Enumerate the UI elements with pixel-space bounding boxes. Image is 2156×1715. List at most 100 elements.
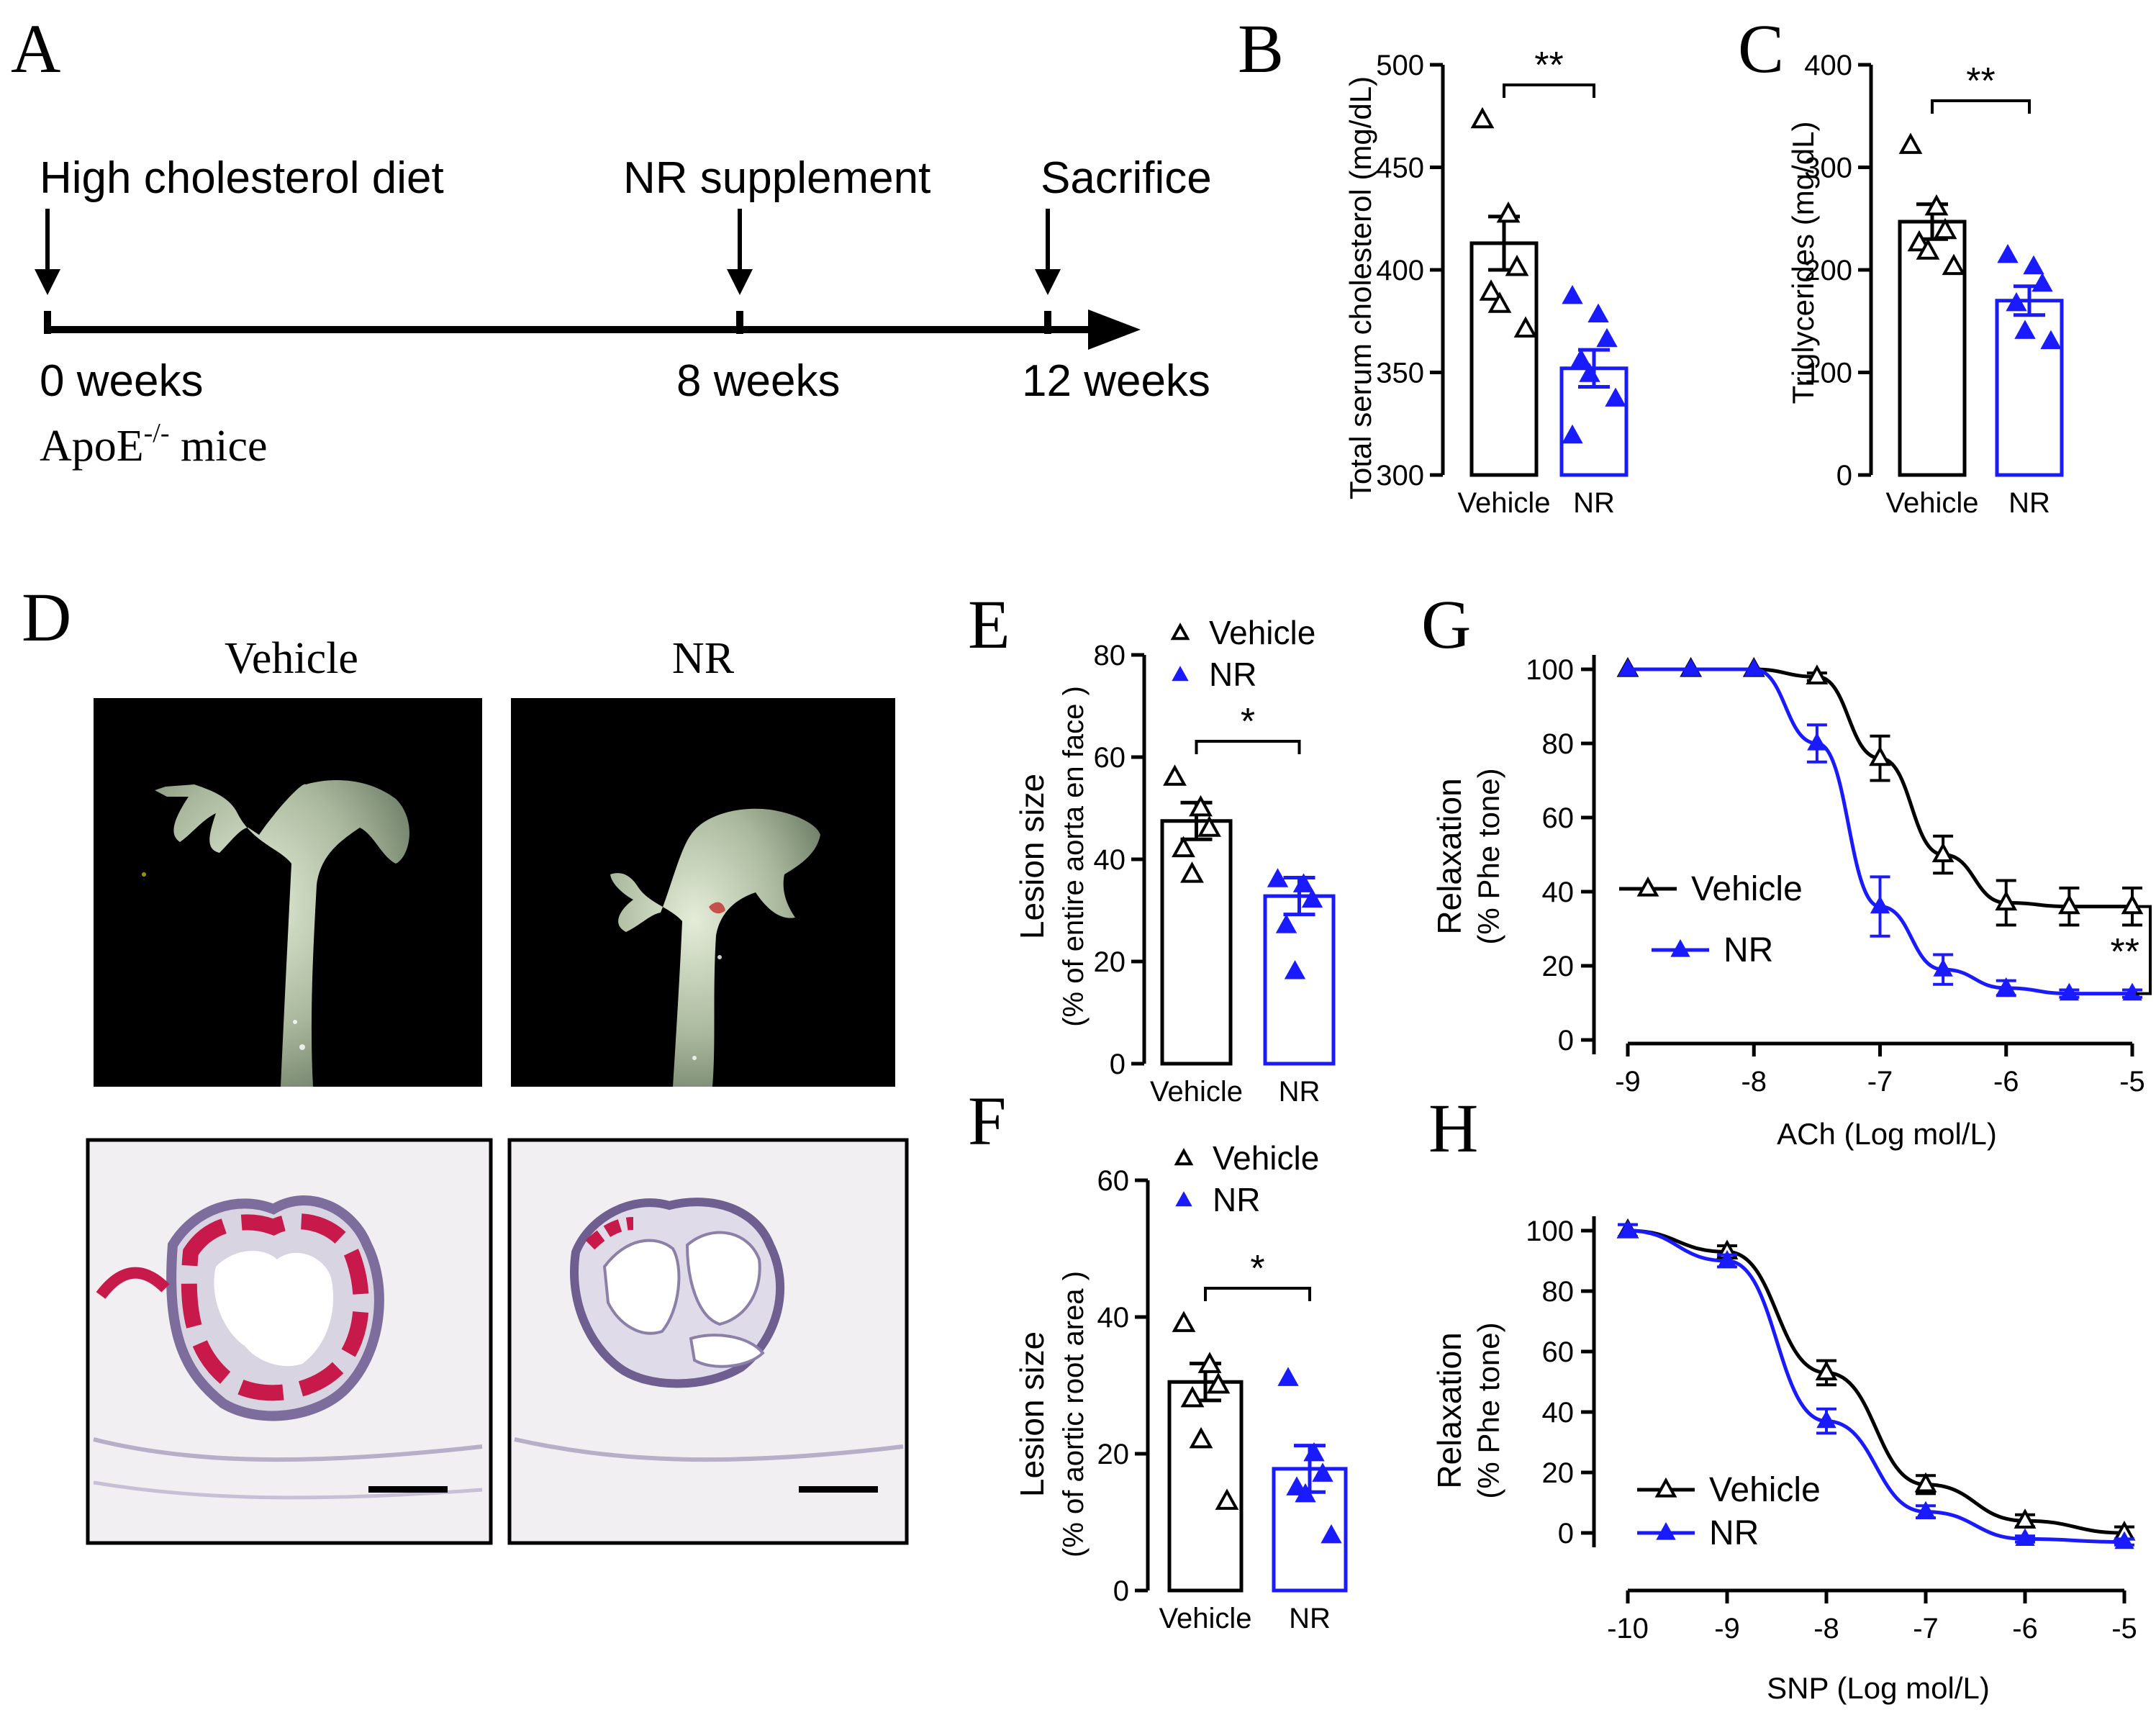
- data-point-vehicle: [1470, 107, 1495, 129]
- data-point-nr: [1816, 1410, 1836, 1429]
- data-point-nr: [2023, 255, 2044, 275]
- bar-vehicle: [1160, 819, 1233, 1066]
- data-point-vehicle: [2057, 894, 2080, 915]
- data-point-vehicle: [1172, 1311, 1196, 1332]
- panel-letter-g: G: [1421, 586, 1471, 663]
- data-point-vehicle: [1206, 1372, 1231, 1394]
- data-point-nr: [1579, 363, 1600, 382]
- y-axis-label-2: (% of entire aorta en face ): [1058, 686, 1090, 1027]
- panel-a: A High cholesterol diet 0 weeks NR suppl…: [11, 10, 1212, 471]
- y-tick-label: 80: [1542, 1276, 1575, 1308]
- data-point-nr: [2122, 982, 2142, 1001]
- y-tick-label: 100: [1526, 654, 1574, 686]
- y-tick-label: 20: [1542, 1457, 1575, 1489]
- data-point-vehicle: [1189, 1426, 1213, 1449]
- data-point-nr: [1996, 977, 2016, 995]
- data-point-vehicle: [1898, 132, 1923, 154]
- data-point-nr: [2114, 1531, 2134, 1549]
- y-tick-label: 0: [1113, 1575, 1129, 1607]
- timeline-time-label: 8 weeks: [676, 356, 840, 406]
- bar-nr: [1995, 299, 2064, 477]
- legend-label-vehicle: Vehicle: [1209, 614, 1315, 651]
- data-point-vehicle: [1505, 254, 1529, 276]
- y-tick-label: 60: [1094, 742, 1126, 774]
- y-tick-label: 0: [1110, 1049, 1125, 1080]
- data-point-vehicle: [1197, 1352, 1222, 1373]
- data-point-vehicle: [1806, 664, 1829, 684]
- panel-letter-h: H: [1428, 1090, 1478, 1167]
- significance-bracket: [1931, 99, 2031, 114]
- data-point-nr: [1997, 243, 2019, 263]
- panel-letter-a: A: [11, 10, 60, 87]
- data-point-nr: [1680, 658, 1701, 677]
- data-point-nr: [1312, 1462, 1333, 1482]
- timeline-event-label: Sacrifice: [1041, 153, 1212, 203]
- significance-label: **: [1534, 45, 1563, 86]
- series-line-nr: [1627, 1228, 2125, 1544]
- y-tick-label: 300: [1376, 460, 1424, 492]
- y-axis-label-2: (% Phe tone): [1472, 1322, 1505, 1498]
- category-label: Vehicle: [1458, 487, 1551, 519]
- series-line-vehicle: [1627, 1228, 2125, 1535]
- data-point-nr: [2040, 330, 2062, 350]
- data-point-nr: [1562, 424, 1583, 444]
- y-tick-label: 20: [1094, 946, 1126, 978]
- legend-marker-nr: [1172, 666, 1189, 682]
- significance-label: **: [1966, 60, 1995, 102]
- legend-marker-vehicle: [1654, 1477, 1677, 1498]
- down-arrow-icon: [727, 269, 753, 295]
- data-point-nr: [1618, 1219, 1638, 1238]
- data-point-vehicle: [1924, 194, 1949, 216]
- scale-bar: [799, 1486, 878, 1493]
- timeline-event-diet: High cholesterol diet 0 weeks: [35, 153, 444, 406]
- x-tick-label: -7: [1913, 1613, 1939, 1644]
- chart-f: F Lesion size (% of aortic root area ) 0…: [968, 1082, 1348, 1634]
- data-point-vehicle: [1163, 764, 1187, 786]
- data-point-vehicle: [1487, 291, 1512, 313]
- x-tick-label: -9: [1714, 1613, 1740, 1644]
- data-point-vehicle: [1916, 238, 1940, 260]
- aorta-photo-vehicle: [94, 698, 482, 1087]
- scale-bar: [368, 1486, 448, 1493]
- data-point-vehicle: [1496, 201, 1521, 223]
- y-axis-label: Lesion size: [1013, 774, 1051, 939]
- panel-letter-d: D: [22, 579, 71, 656]
- timeline-event-label: NR supplement: [623, 153, 930, 203]
- category-label: NR: [1289, 1603, 1331, 1634]
- y-tick-label: 20: [1097, 1439, 1130, 1470]
- data-point-nr: [1870, 895, 1890, 914]
- x-tick-label: -5: [2119, 1066, 2145, 1098]
- legend-marker-nr: [1175, 1191, 1192, 1207]
- data-point-nr: [1267, 868, 1289, 887]
- panel-letter-e: E: [968, 586, 1010, 663]
- category-label: NR: [2008, 487, 2050, 519]
- y-axis-label-2: (% of aortic root area ): [1058, 1271, 1090, 1557]
- data-point-nr: [1321, 1524, 1342, 1544]
- data-point-nr: [2006, 291, 2027, 312]
- data-point-nr: [1916, 1501, 1936, 1519]
- aortic-root-vehicle: [86, 1138, 493, 1545]
- data-point-nr: [1301, 888, 1323, 908]
- timeline-time-label: 0 weeks: [40, 356, 203, 406]
- legend-marker-vehicle: [1174, 1148, 1194, 1166]
- data-point-nr: [1596, 327, 1618, 348]
- data-point-vehicle: [1513, 316, 1538, 338]
- category-label: Vehicle: [1159, 1603, 1252, 1634]
- y-tick-label: 0: [1558, 1025, 1574, 1056]
- y-tick-label: 0: [1558, 1518, 1574, 1549]
- panel-d: D Vehicle NR: [22, 579, 909, 1545]
- legend-marker-vehicle: [1636, 876, 1659, 897]
- y-tick-label: 40: [1542, 877, 1575, 908]
- legend-marker-nr: [1670, 938, 1690, 957]
- data-point-vehicle: [1180, 1385, 1205, 1408]
- data-point-vehicle: [1933, 217, 1957, 240]
- x-tick-label: -9: [1615, 1066, 1641, 1098]
- y-axis-label-2: (% Phe tone): [1472, 768, 1505, 944]
- data-point-nr: [1562, 284, 1583, 304]
- y-tick-label: 80: [1542, 728, 1575, 760]
- data-point-nr: [1284, 960, 1306, 979]
- legend-label-vehicle: Vehicle: [1691, 870, 1803, 908]
- category-label: NR: [1279, 1076, 1321, 1108]
- significance-label: *: [1241, 701, 1255, 743]
